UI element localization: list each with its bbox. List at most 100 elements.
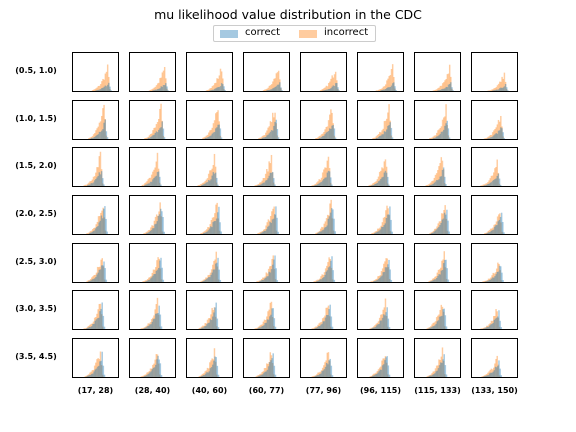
histogram-bar-incorrect <box>200 183 203 186</box>
histogram-bar-incorrect <box>95 317 97 329</box>
histogram-bar-incorrect <box>326 307 329 329</box>
histogram-bar-correct <box>162 217 164 234</box>
histogram-bar-incorrect <box>433 177 436 186</box>
histogram-bar-correct <box>93 230 96 234</box>
histogram-bar-incorrect <box>372 138 374 139</box>
histogram-bar-incorrect <box>444 116 446 139</box>
histogram-bar-incorrect <box>162 70 165 91</box>
histogram-bar-correct <box>322 229 325 234</box>
histogram-bar-incorrect <box>481 185 483 186</box>
histogram-bar-correct <box>443 212 446 234</box>
histogram-bar-incorrect <box>87 233 89 234</box>
histogram-bar-incorrect <box>198 328 201 329</box>
histogram-bar-correct <box>484 185 487 186</box>
histogram-bar-correct <box>431 326 434 329</box>
histogram-bar-correct <box>276 84 279 91</box>
histogram-bar-incorrect <box>328 316 331 329</box>
histogram-bar-incorrect <box>504 81 507 91</box>
histogram-bar-incorrect <box>500 222 502 234</box>
histogram-bar-correct <box>331 375 334 377</box>
histogram-bar-correct <box>213 312 215 329</box>
histogram-bar-incorrect <box>218 121 220 139</box>
histogram-panel <box>72 243 119 283</box>
histogram-bar-correct <box>377 181 380 186</box>
histogram-bar-incorrect <box>273 374 275 377</box>
histogram-panel <box>357 147 404 187</box>
histogram-bar-incorrect <box>484 233 486 234</box>
histogram-bar-incorrect <box>101 258 103 282</box>
histogram-bar-incorrect <box>152 171 154 186</box>
histogram-bar-incorrect <box>211 127 213 139</box>
histogram-bar-correct <box>321 277 324 282</box>
histogram-bar-correct <box>446 87 449 91</box>
histogram-bar-incorrect <box>375 181 377 186</box>
histogram-bar-incorrect <box>146 137 148 139</box>
histogram-bar-incorrect <box>446 125 448 139</box>
histogram-bar-incorrect <box>374 231 377 234</box>
histogram-bar-correct <box>98 222 100 234</box>
histogram-bar-incorrect <box>370 184 373 186</box>
histogram-bar-correct <box>97 134 99 139</box>
histogram-bar-incorrect <box>161 120 163 139</box>
histogram-bar-correct <box>441 362 443 377</box>
histogram-bar-correct <box>95 179 97 186</box>
histogram-bar-incorrect <box>210 220 213 234</box>
histogram-bar-correct <box>331 125 333 139</box>
histogram-bar-incorrect <box>441 119 444 139</box>
histogram-bar-incorrect <box>203 231 206 234</box>
histogram-bar-incorrect <box>93 317 96 329</box>
histogram-bar-incorrect <box>160 77 162 91</box>
histogram-bar-incorrect <box>257 183 260 186</box>
histogram-bar-incorrect <box>145 232 147 234</box>
histogram-bar-incorrect <box>268 85 271 91</box>
histogram-bar-incorrect <box>158 211 160 234</box>
histogram-bar-correct <box>262 137 265 139</box>
histogram-panel <box>471 100 518 140</box>
histogram-bar-correct <box>325 177 327 186</box>
histogram-bar-incorrect <box>273 206 275 234</box>
histogram-bar-incorrect <box>262 277 264 282</box>
histogram-bar-incorrect <box>316 326 318 329</box>
histogram-bar-incorrect <box>261 372 263 377</box>
histogram-bar-correct <box>106 231 108 234</box>
histogram-bar-correct <box>216 127 218 139</box>
histogram-bar-correct <box>385 172 388 186</box>
histogram-bar-incorrect <box>259 232 261 234</box>
histogram-bar-incorrect <box>92 176 95 186</box>
histogram-bar-incorrect <box>487 231 490 234</box>
histogram-bar-incorrect <box>484 138 487 139</box>
histogram-bar-correct <box>270 172 273 186</box>
histogram-bar-incorrect <box>208 274 211 282</box>
histogram-bar-correct <box>104 85 107 91</box>
histogram-bar-correct <box>269 221 271 234</box>
histogram-bar-incorrect <box>207 275 209 282</box>
histogram-panel <box>243 243 290 283</box>
chart-title: mu likelihood value distribution in the … <box>154 7 422 22</box>
histogram-bar-correct <box>160 257 162 282</box>
histogram-bar-correct <box>158 214 161 234</box>
histogram-bar-incorrect <box>156 122 159 139</box>
histogram-bar-incorrect <box>100 314 103 329</box>
histogram-bar-correct <box>276 280 279 282</box>
histogram-bar-incorrect <box>382 217 385 234</box>
histogram-bar-incorrect <box>149 134 152 139</box>
histogram-bar-incorrect <box>428 327 431 329</box>
histogram-bar-incorrect <box>377 276 379 282</box>
histogram-bar-incorrect <box>157 363 160 377</box>
histogram-bar-correct <box>205 373 207 377</box>
histogram-bar-incorrect <box>426 376 429 377</box>
histogram-bar-correct <box>493 370 496 377</box>
histogram-bar-correct <box>380 90 382 91</box>
histogram-bar-incorrect <box>494 168 496 186</box>
histogram-bar-correct <box>202 184 204 186</box>
histogram-bar-correct <box>154 274 156 282</box>
histogram-bar-correct <box>487 183 489 186</box>
histogram-bar-incorrect <box>375 136 378 139</box>
histogram-bar-correct <box>102 87 104 91</box>
histogram-bar-correct <box>331 86 333 91</box>
histogram-bar-incorrect <box>209 130 211 139</box>
histogram-bar-correct <box>151 136 153 139</box>
histogram-bar-incorrect <box>384 120 387 139</box>
histogram-bar-incorrect <box>313 375 316 377</box>
histogram-bar-correct <box>325 271 327 282</box>
